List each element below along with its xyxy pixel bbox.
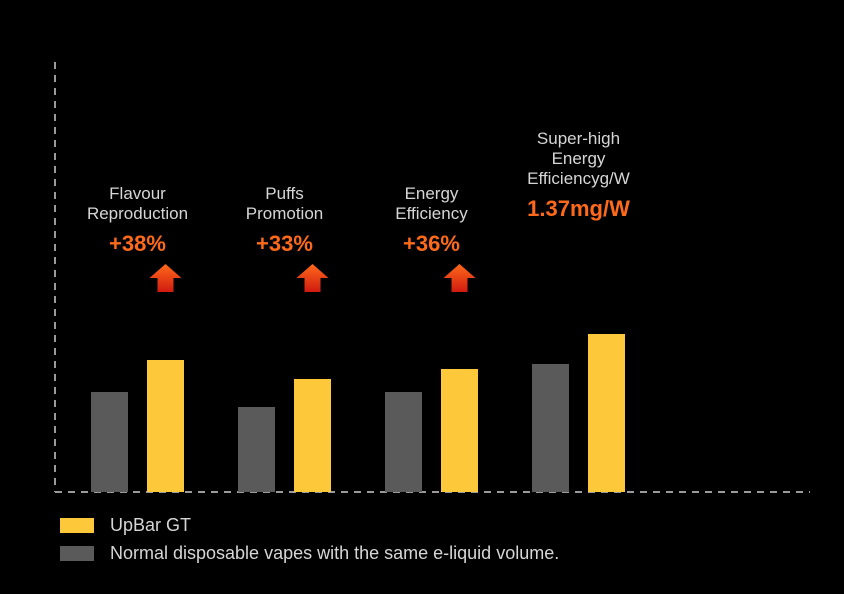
bar-upbar-1 (294, 379, 331, 492)
bar-normal-1 (238, 407, 275, 492)
increase-arrow-icon-0 (149, 264, 182, 292)
category-label-3: Super-high Energy Efficiencyg/W (527, 129, 630, 188)
category-label-1: Puffs Promotion (245, 184, 324, 223)
bar-normal-0 (91, 392, 128, 492)
increase-arrow-icon-2 (443, 264, 476, 292)
bar-normal-3 (532, 364, 569, 492)
legend-label-upbar: UpBar GT (110, 514, 192, 535)
legend-swatch-upbar (60, 517, 94, 533)
legend-item-upbar: UpBar GT (60, 511, 559, 539)
legend-item-normal: Normal disposable vapes with the same e-… (60, 539, 559, 567)
delta-label-3: 1.37mg/W (527, 196, 630, 221)
increase-arrow-icon-1 (296, 264, 329, 292)
delta-label-1: +33% (256, 231, 313, 256)
legend-swatch-normal (60, 545, 94, 561)
legend-label-normal: Normal disposable vapes with the same e-… (110, 542, 560, 563)
delta-label-2: +36% (403, 231, 460, 256)
bar-upbar-2 (441, 369, 478, 492)
category-label-2: Energy Efficiency (395, 184, 468, 223)
bar-normal-2 (385, 392, 422, 492)
legend: UpBar GT Normal disposable vapes with th… (60, 511, 559, 567)
bar-upbar-0 (147, 360, 184, 492)
delta-label-0: +38% (109, 231, 166, 256)
bar-upbar-3 (588, 334, 625, 492)
category-label-0: Flavour Reproduction (86, 184, 189, 223)
